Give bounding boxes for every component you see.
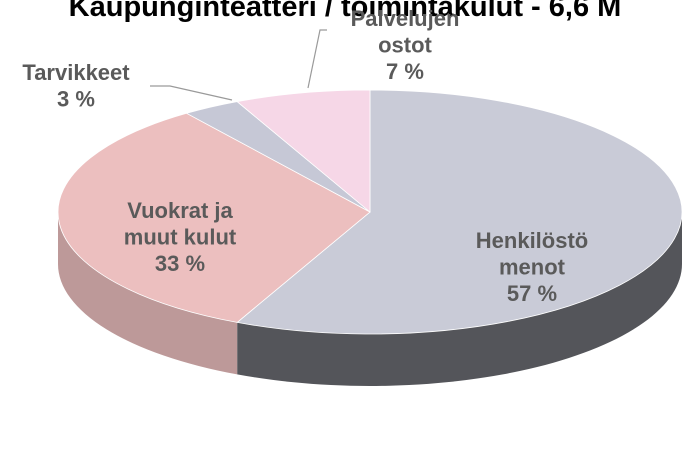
category-label: Tarvikkeet bbox=[22, 60, 130, 85]
value-label: 7 % bbox=[386, 59, 424, 84]
category-label: Vuokrat ja muut kulut bbox=[124, 198, 237, 249]
chart-title: Kaupunginteatteri / toimintakulut - 6,6 … bbox=[69, 0, 622, 23]
category-label: Henkilöstö menot bbox=[476, 228, 588, 279]
value-label: 57 % bbox=[507, 281, 557, 306]
leader-line bbox=[150, 85, 233, 101]
pie-side bbox=[58, 212, 238, 375]
pie-side bbox=[237, 212, 682, 386]
pie-slice bbox=[57, 112, 371, 323]
value-label: 3 % bbox=[57, 86, 95, 111]
pie-slice bbox=[236, 89, 371, 213]
value-label: 33 % bbox=[155, 251, 205, 276]
pie-slice bbox=[236, 89, 683, 335]
category-label: Palvelujen ostot bbox=[351, 6, 460, 57]
leader-line bbox=[307, 29, 327, 89]
